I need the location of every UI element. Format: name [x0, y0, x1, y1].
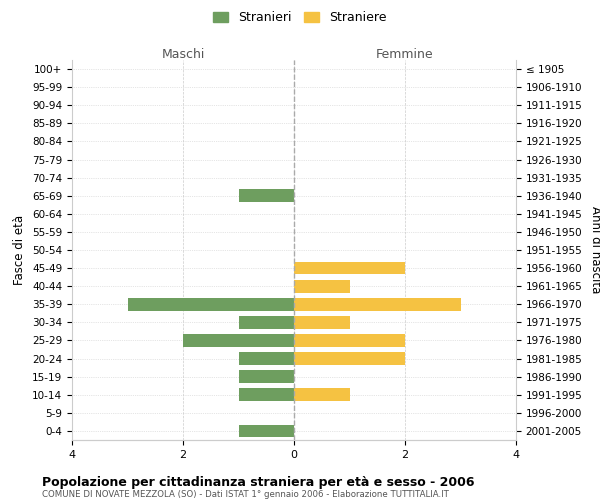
Bar [239, 424, 294, 438]
Legend: Stranieri, Straniere: Stranieri, Straniere [208, 6, 392, 29]
Bar [239, 370, 294, 383]
Bar [239, 190, 294, 202]
Text: Maschi: Maschi [161, 48, 205, 61]
Text: Popolazione per cittadinanza straniera per età e sesso - 2006: Popolazione per cittadinanza straniera p… [42, 476, 475, 489]
Text: COMUNE DI NOVATE MEZZOLA (SO) - Dati ISTAT 1° gennaio 2006 - Elaborazione TUTTIT: COMUNE DI NOVATE MEZZOLA (SO) - Dati IST… [42, 490, 449, 499]
Y-axis label: Anni di nascita: Anni di nascita [589, 206, 600, 294]
Bar [239, 388, 294, 401]
Bar [294, 334, 405, 347]
Bar [294, 298, 461, 310]
Bar [294, 352, 405, 365]
Y-axis label: Fasce di età: Fasce di età [13, 215, 26, 285]
Bar [294, 262, 405, 274]
Bar [294, 388, 349, 401]
Bar [239, 352, 294, 365]
Bar [239, 316, 294, 328]
Bar [128, 298, 294, 310]
Bar [183, 334, 294, 347]
Text: Femmine: Femmine [376, 48, 434, 61]
Bar [294, 280, 349, 292]
Bar [294, 316, 349, 328]
